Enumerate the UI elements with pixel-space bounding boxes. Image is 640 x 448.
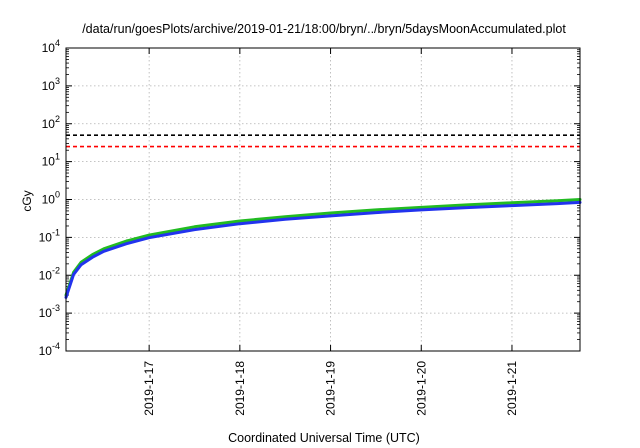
y-tick-label: 10-1 <box>39 227 60 244</box>
threshold-lines <box>66 134 580 148</box>
series-line <box>64 198 582 297</box>
y-tick-label: 10-3 <box>39 303 60 320</box>
series-lines <box>64 198 582 299</box>
x-axis-label: Coordinated Universal Time (UTC) <box>228 431 420 445</box>
y-tick-labels: 10-4 10-3 10-2 10-1 100 101 102 103 104 <box>39 38 60 358</box>
y-tick-label: 10-4 <box>39 341 60 358</box>
series-line <box>64 200 582 299</box>
x-tick-label: 2019-1-19 <box>324 361 338 416</box>
y-tick-label: 101 <box>42 152 60 169</box>
y-tick-label: 104 <box>42 38 60 55</box>
plot-frame <box>65 47 581 352</box>
y-axis-label: cGy <box>20 190 34 211</box>
y-tick-label: 100 <box>42 190 60 207</box>
x-tick-label: 2019-1-17 <box>142 361 156 416</box>
x-tick-label: 2019-1-18 <box>233 361 247 416</box>
x-tick-label: 2019-1-20 <box>414 361 428 416</box>
y-tick-label: 102 <box>42 114 60 131</box>
y-tick-label: 103 <box>42 76 60 93</box>
chart-title: /data/run/goesPlots/archive/2019-01-21/1… <box>82 22 566 36</box>
y-tick-label: 10-2 <box>39 265 60 282</box>
x-tick-labels: 2019-1-17 2019-1-18 2019-1-19 2019-1-20 2019… <box>142 361 519 416</box>
grid <box>66 48 580 351</box>
x-tick-label: 2019-1-21 <box>505 361 519 416</box>
